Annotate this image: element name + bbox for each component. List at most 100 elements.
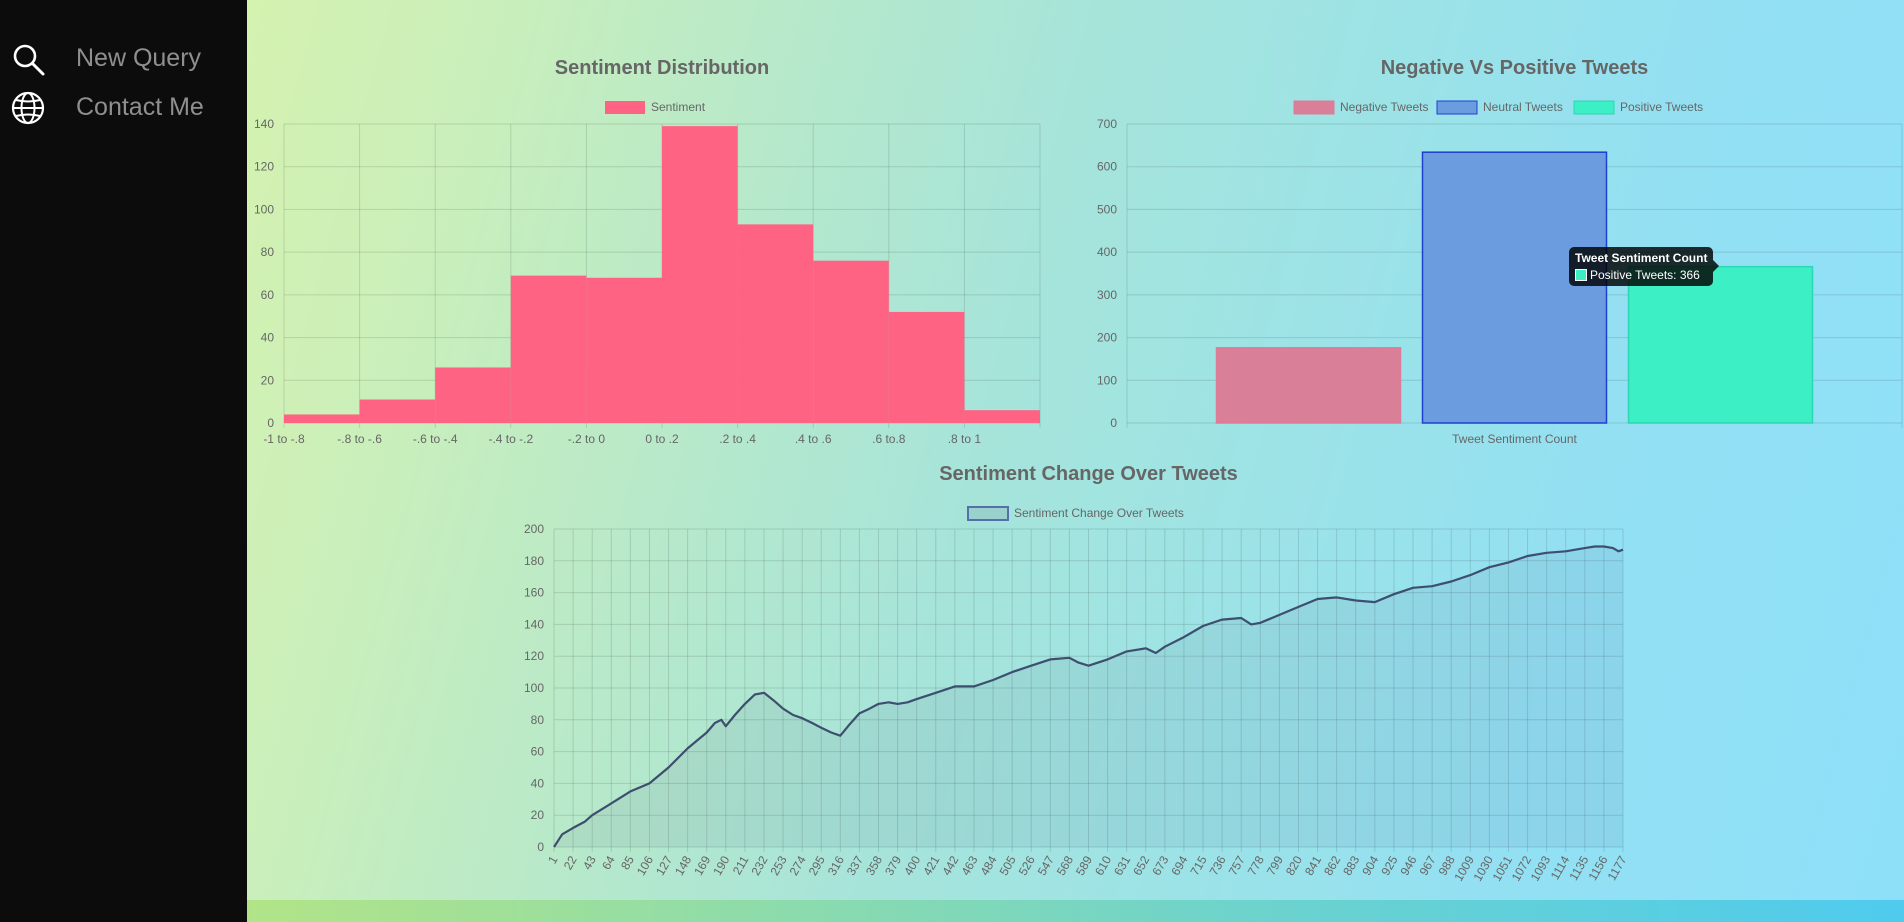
footer-bar bbox=[247, 900, 1904, 922]
legend-swatch bbox=[967, 506, 1009, 521]
x-tick-label: 337 bbox=[844, 853, 866, 878]
chart-title: Negative Vs Positive Tweets bbox=[1381, 57, 1649, 79]
x-tick-label: 400 bbox=[901, 853, 923, 878]
y-tick-label: 100 bbox=[254, 202, 274, 216]
x-tick-label: 127 bbox=[653, 853, 675, 878]
legend-swatch bbox=[1293, 100, 1335, 115]
y-tick-label: 0 bbox=[1110, 416, 1117, 430]
x-tick-label: 778 bbox=[1245, 853, 1267, 878]
y-tick-label: 0 bbox=[537, 840, 544, 854]
x-tick-label: 946 bbox=[1397, 853, 1419, 878]
y-tick-label: 120 bbox=[254, 160, 274, 174]
sidebar-item-contact-me[interactable]: Contact Me bbox=[0, 86, 247, 130]
x-tick-label: 547 bbox=[1035, 853, 1057, 878]
legend-swatch bbox=[605, 101, 645, 114]
sidebar-item-label: New Query bbox=[76, 44, 202, 72]
histogram-bar bbox=[510, 275, 587, 423]
globe-icon bbox=[11, 91, 45, 125]
x-tick-label: 1156 bbox=[1585, 853, 1610, 883]
x-tick-label: 169 bbox=[691, 853, 713, 878]
x-tick-label: 484 bbox=[978, 853, 1000, 878]
y-tick-label: 80 bbox=[531, 713, 545, 727]
y-tick-label: 300 bbox=[1097, 288, 1117, 302]
y-tick-label: 40 bbox=[261, 331, 275, 345]
legend-label: Neutral Tweets bbox=[1483, 100, 1563, 114]
x-tick-label: 190 bbox=[710, 853, 732, 878]
x-tick-label: 1 bbox=[545, 853, 561, 866]
histogram-bar bbox=[813, 260, 889, 423]
x-tick-label: 925 bbox=[1378, 853, 1400, 878]
x-tick-label: -.6 to -.4 bbox=[413, 432, 458, 446]
x-tick-label: 568 bbox=[1054, 853, 1076, 878]
x-tick-label: .8 to 1 bbox=[948, 432, 982, 446]
x-tick-label: 694 bbox=[1168, 853, 1190, 878]
y-tick-label: 80 bbox=[261, 245, 275, 259]
x-tick-label: 316 bbox=[825, 853, 847, 878]
chart-tooltip: Tweet Sentiment Count Positive Tweets: 3… bbox=[1569, 247, 1720, 286]
y-tick-label: 60 bbox=[261, 288, 275, 302]
y-tick-label: 0 bbox=[267, 416, 274, 430]
x-tick-label: 505 bbox=[997, 853, 1019, 878]
histogram-bar bbox=[888, 311, 965, 423]
x-tick-label: 1177 bbox=[1605, 853, 1630, 883]
tooltip-title: Tweet Sentiment Count bbox=[1575, 251, 1708, 265]
y-tick-label: 20 bbox=[261, 373, 275, 387]
x-tick-label: 22 bbox=[561, 853, 580, 872]
legend-swatch bbox=[1436, 100, 1478, 115]
x-tick-label: -.2 to 0 bbox=[568, 432, 606, 446]
x-tick-label: Tweet Sentiment Count bbox=[1452, 432, 1577, 446]
sidebar: New Query Contact Me bbox=[0, 0, 247, 922]
bar-positive-tweets bbox=[1627, 265, 1814, 424]
bar-negative-tweets bbox=[1215, 347, 1402, 424]
histogram-bar bbox=[737, 224, 814, 423]
x-tick-label: 1135 bbox=[1566, 853, 1591, 883]
x-tick-label: 736 bbox=[1207, 853, 1229, 878]
histogram-bar bbox=[435, 367, 511, 423]
x-tick-label: 295 bbox=[806, 853, 828, 878]
bar-neutral-tweets bbox=[1421, 151, 1608, 424]
x-tick-label: -.8 to -.6 bbox=[337, 432, 382, 446]
histogram-bar bbox=[662, 126, 738, 423]
series-line bbox=[553, 545, 1624, 848]
charts-canvas: Sentiment Distribution Sentiment 0 20 40 60 80… bbox=[254, 57, 1903, 884]
legend-label: Sentiment Change Over Tweets bbox=[1014, 506, 1184, 520]
x-tick-label: 967 bbox=[1417, 853, 1439, 878]
y-tick-label: 120 bbox=[524, 649, 544, 663]
x-tick-label: 862 bbox=[1321, 853, 1343, 878]
tooltip-text: Positive Tweets: 366 bbox=[1590, 268, 1700, 282]
x-tick-label: 442 bbox=[939, 853, 961, 878]
y-tick-label: 40 bbox=[531, 776, 545, 790]
x-tick-label: -1 to -.8 bbox=[263, 432, 305, 446]
histogram-bar bbox=[284, 414, 360, 423]
x-tick-label: 820 bbox=[1283, 853, 1305, 878]
x-tick-label: 106 bbox=[634, 853, 656, 878]
main-content: Sentiment Distribution Sentiment 0 20 40 60 80… bbox=[247, 0, 1904, 922]
x-tick-label: 211 bbox=[730, 853, 752, 877]
search-icon bbox=[13, 44, 45, 76]
x-tick-label: 379 bbox=[882, 853, 904, 878]
histogram-bar bbox=[586, 277, 662, 423]
sidebar-item-new-query[interactable]: New Query bbox=[0, 37, 247, 81]
x-tick-label: 43 bbox=[580, 853, 599, 872]
legend-label: Sentiment bbox=[651, 100, 706, 114]
x-tick-label: 253 bbox=[768, 853, 790, 878]
y-tick-label: 140 bbox=[254, 117, 274, 131]
x-tick-label: 673 bbox=[1149, 853, 1171, 878]
y-tick-label: 400 bbox=[1097, 245, 1117, 259]
y-tick-label: 100 bbox=[524, 681, 544, 695]
sidebar-item-label: Contact Me bbox=[76, 93, 204, 121]
x-tick-label: 64 bbox=[599, 853, 618, 872]
y-tick-label: 700 bbox=[1097, 117, 1117, 131]
y-tick-label: 200 bbox=[1097, 331, 1117, 345]
legend-swatch bbox=[1573, 100, 1615, 115]
tooltip-swatch bbox=[1575, 269, 1587, 281]
x-tick-label: 358 bbox=[863, 853, 885, 878]
histogram-bar bbox=[964, 410, 1040, 423]
x-tick-label: 232 bbox=[748, 853, 770, 878]
x-tick-label: 904 bbox=[1359, 853, 1381, 878]
chart-title: Sentiment Change Over Tweets bbox=[939, 463, 1238, 485]
x-tick-label: 841 bbox=[1302, 853, 1324, 878]
x-tick-label: .2 to .4 bbox=[719, 432, 756, 446]
x-tick-label: 1093 bbox=[1528, 853, 1554, 883]
line-area-fill bbox=[554, 546, 1623, 847]
